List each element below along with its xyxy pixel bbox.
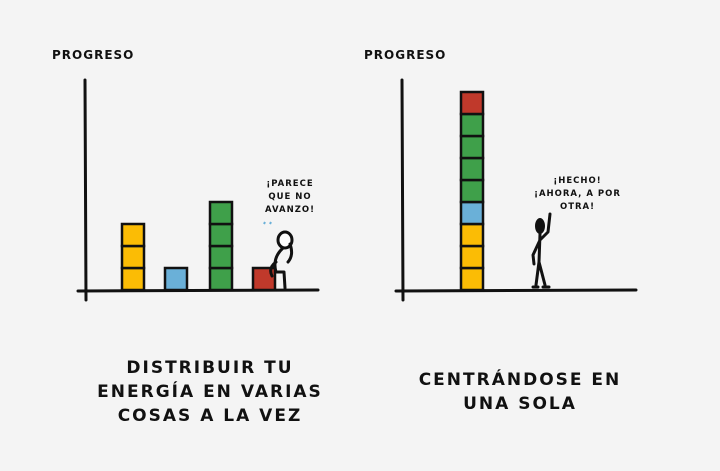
y-axis [83,78,88,302]
sweat-drops [263,221,272,225]
y-axis [400,78,405,302]
block-yellow [459,266,485,292]
standing-figure-body [531,212,552,287]
left-caption: DISTRIBUIR TU ENERGÍA EN VARIAS COSAS A … [70,356,350,428]
caption-line: COSAS A LA VEZ [117,406,303,426]
left-speech: ¡PARECE QUE NO AVANZO! [255,178,325,217]
block-blue [163,266,189,292]
block-yellow [120,244,146,270]
block-yellow [120,222,146,248]
block-yellow [459,222,485,248]
block-green [459,112,485,138]
block-green [208,266,234,292]
block-green [459,156,485,182]
speech-line: OTRA! [559,202,596,212]
block-green [208,222,234,248]
caption-line: DISTRIBUIR TU [126,358,294,378]
speech-line: QUE NO [268,192,312,202]
figure-head [535,218,545,234]
block-yellow [459,244,485,270]
block-green [459,134,485,160]
x-axis [394,288,638,293]
caption-line: CENTRÁNDOSE EN [418,370,622,390]
sitting-figure-body [269,242,294,290]
speech-line: ¡AHORA, A POR [534,189,621,199]
block-red [459,90,485,116]
speech-line: AVANZO! [265,205,315,215]
block-green [208,244,234,270]
block-blue [459,200,485,226]
right-speech: ¡HECHO! ¡AHORA, A POR OTRA! [530,175,625,214]
caption-line: UNA SOLA [463,394,577,414]
block-green [459,178,485,204]
right-caption: CENTRÁNDOSE EN UNA SOLA [400,368,640,416]
right-axis-label: PROGRESO [364,48,447,62]
block-green [208,200,234,226]
left-axis-label: PROGRESO [52,48,135,62]
speech-line: ¡PARECE [266,179,314,189]
block-yellow [120,266,146,292]
x-axis [76,288,320,293]
speech-line: ¡HECHO! [553,176,602,186]
caption-line: ENERGÍA EN VARIAS [97,382,323,402]
